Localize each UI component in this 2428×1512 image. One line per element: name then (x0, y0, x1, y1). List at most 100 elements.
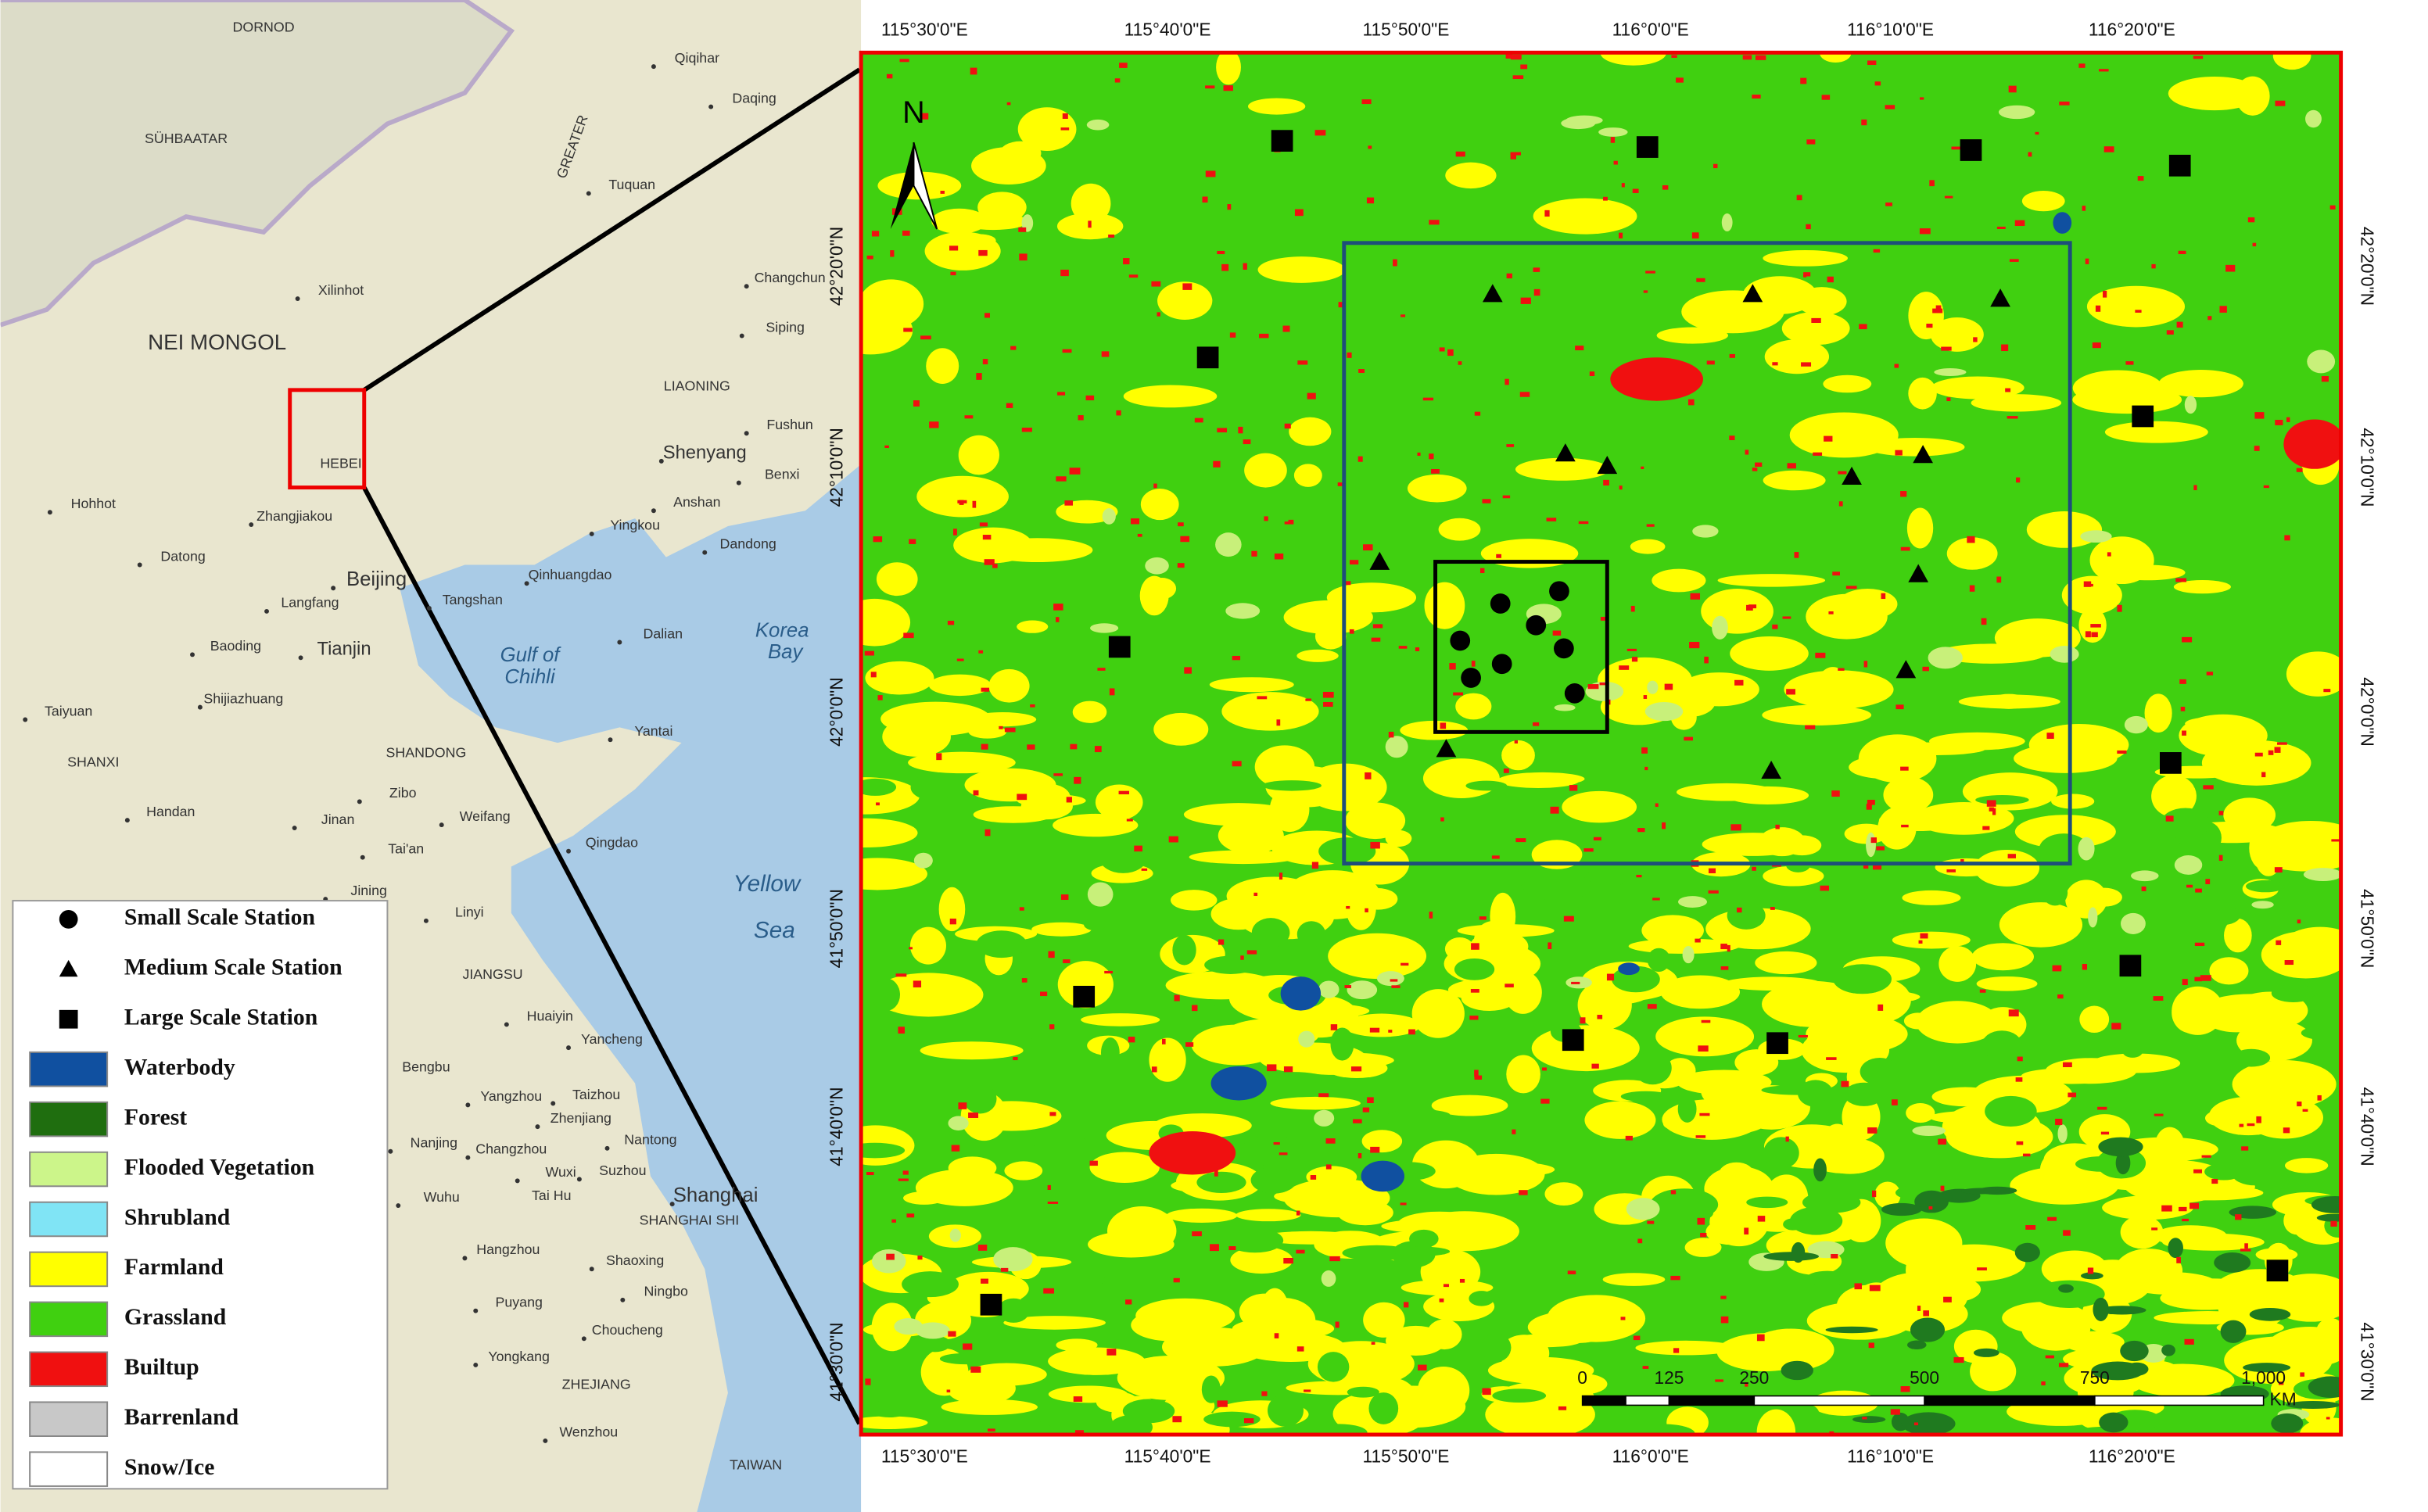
builtup (1400, 962, 1409, 966)
forest (2214, 1252, 2251, 1273)
builtup (1794, 552, 1799, 558)
builtup (1134, 845, 1142, 852)
builtup (1558, 1406, 1567, 1410)
farmland (1506, 1055, 1540, 1094)
grassland-patch (867, 1399, 912, 1418)
builtup (929, 421, 939, 428)
builtup (1929, 180, 1935, 187)
builtup (1053, 773, 1063, 776)
farmland (1662, 1112, 1766, 1136)
place-label: Changchun (755, 270, 826, 285)
legend-symbol (59, 1009, 78, 1029)
farmland (1148, 578, 1177, 600)
farmland (1191, 1024, 1282, 1066)
builtup (1264, 516, 1268, 521)
farmland (876, 562, 918, 597)
builtup (1018, 227, 1027, 232)
waterbody (1361, 1160, 1404, 1192)
grassland-patch (1962, 1056, 2033, 1066)
builtup (1449, 663, 1456, 670)
builtup (1000, 1267, 1009, 1272)
builtup (1062, 349, 1072, 353)
grassland-patch (2034, 1280, 2105, 1308)
builtup (1662, 185, 1669, 190)
farmland (958, 435, 1000, 475)
builtup (1177, 563, 1185, 568)
builtup (1073, 1396, 1083, 1402)
grassland-patch (1330, 1027, 1354, 1061)
builtup (1690, 593, 1701, 600)
grassland-patch (1646, 817, 1687, 849)
builtup (1798, 1034, 1808, 1038)
builtup (1619, 665, 1630, 670)
builtup (1283, 1257, 1293, 1264)
farmland (1326, 582, 1417, 613)
builtup (1297, 360, 1308, 365)
farmland (2014, 743, 2118, 773)
builtup (1831, 1254, 1838, 1259)
builtup (1267, 1064, 1277, 1072)
forest (2120, 1340, 2149, 1362)
builtup (1474, 411, 1481, 416)
city-dot (608, 737, 613, 743)
farmland (1153, 712, 1209, 746)
flooded-vegetation (2184, 396, 2197, 414)
farmland (1677, 1070, 1772, 1095)
builtup (2182, 636, 2193, 643)
flooded-vegetation (1215, 532, 1242, 557)
builtup (1644, 766, 1648, 771)
flooded-vegetation (1692, 525, 1719, 538)
builtup (1757, 1216, 1766, 1222)
farmland (1756, 1409, 1796, 1435)
farmland (1057, 961, 1114, 1009)
builtup (1944, 195, 1953, 199)
builtup (1238, 426, 1243, 434)
builtup (2254, 446, 2260, 451)
builtup (2161, 1205, 2172, 1212)
farmland (2072, 370, 2164, 407)
builtup (2182, 1218, 2189, 1222)
builtup (1626, 648, 1637, 651)
builtup (1824, 435, 1833, 442)
farmland (2285, 1158, 2329, 1173)
builtup (1130, 518, 1140, 525)
builtup (1597, 1015, 1603, 1019)
builtup (1541, 1067, 1547, 1071)
city-dot (736, 480, 741, 485)
farmland (2299, 1417, 2341, 1435)
builtup (2275, 419, 2283, 425)
builtup (1453, 692, 1463, 696)
lat-label: 42°0'0"N (2357, 677, 2377, 747)
farmland (1874, 1181, 1901, 1209)
builtup (2137, 176, 2144, 181)
builtup (1813, 452, 1823, 456)
builtup (2182, 979, 2188, 986)
builtup (1019, 253, 1028, 261)
farmland (928, 674, 992, 697)
farmland (1958, 694, 2060, 709)
builtup (978, 650, 984, 654)
farmland (1438, 518, 1481, 541)
large-station (1562, 1029, 1584, 1052)
small-station (1491, 654, 1512, 675)
lat-label: 42°20'0"N (826, 227, 846, 306)
builtup (1479, 916, 1487, 920)
city-dot (589, 1267, 594, 1272)
builtup (1429, 453, 1434, 460)
farmland (2266, 1274, 2341, 1322)
builtup (956, 658, 964, 661)
flooded-vegetation (1626, 1198, 1660, 1220)
city-dot (423, 918, 429, 923)
builtup (2225, 264, 2236, 272)
builtup (1514, 740, 1519, 743)
medium-station (1555, 443, 1576, 462)
builtup (1646, 524, 1655, 527)
farmland (1701, 589, 1773, 634)
place-label: Taiyuan (45, 703, 92, 718)
builtup (1873, 249, 1881, 253)
builtup (1178, 522, 1184, 527)
builtup (1283, 1066, 1293, 1073)
builtup (1821, 95, 1831, 100)
builtup (1885, 105, 1895, 109)
builtup (1641, 466, 1644, 470)
